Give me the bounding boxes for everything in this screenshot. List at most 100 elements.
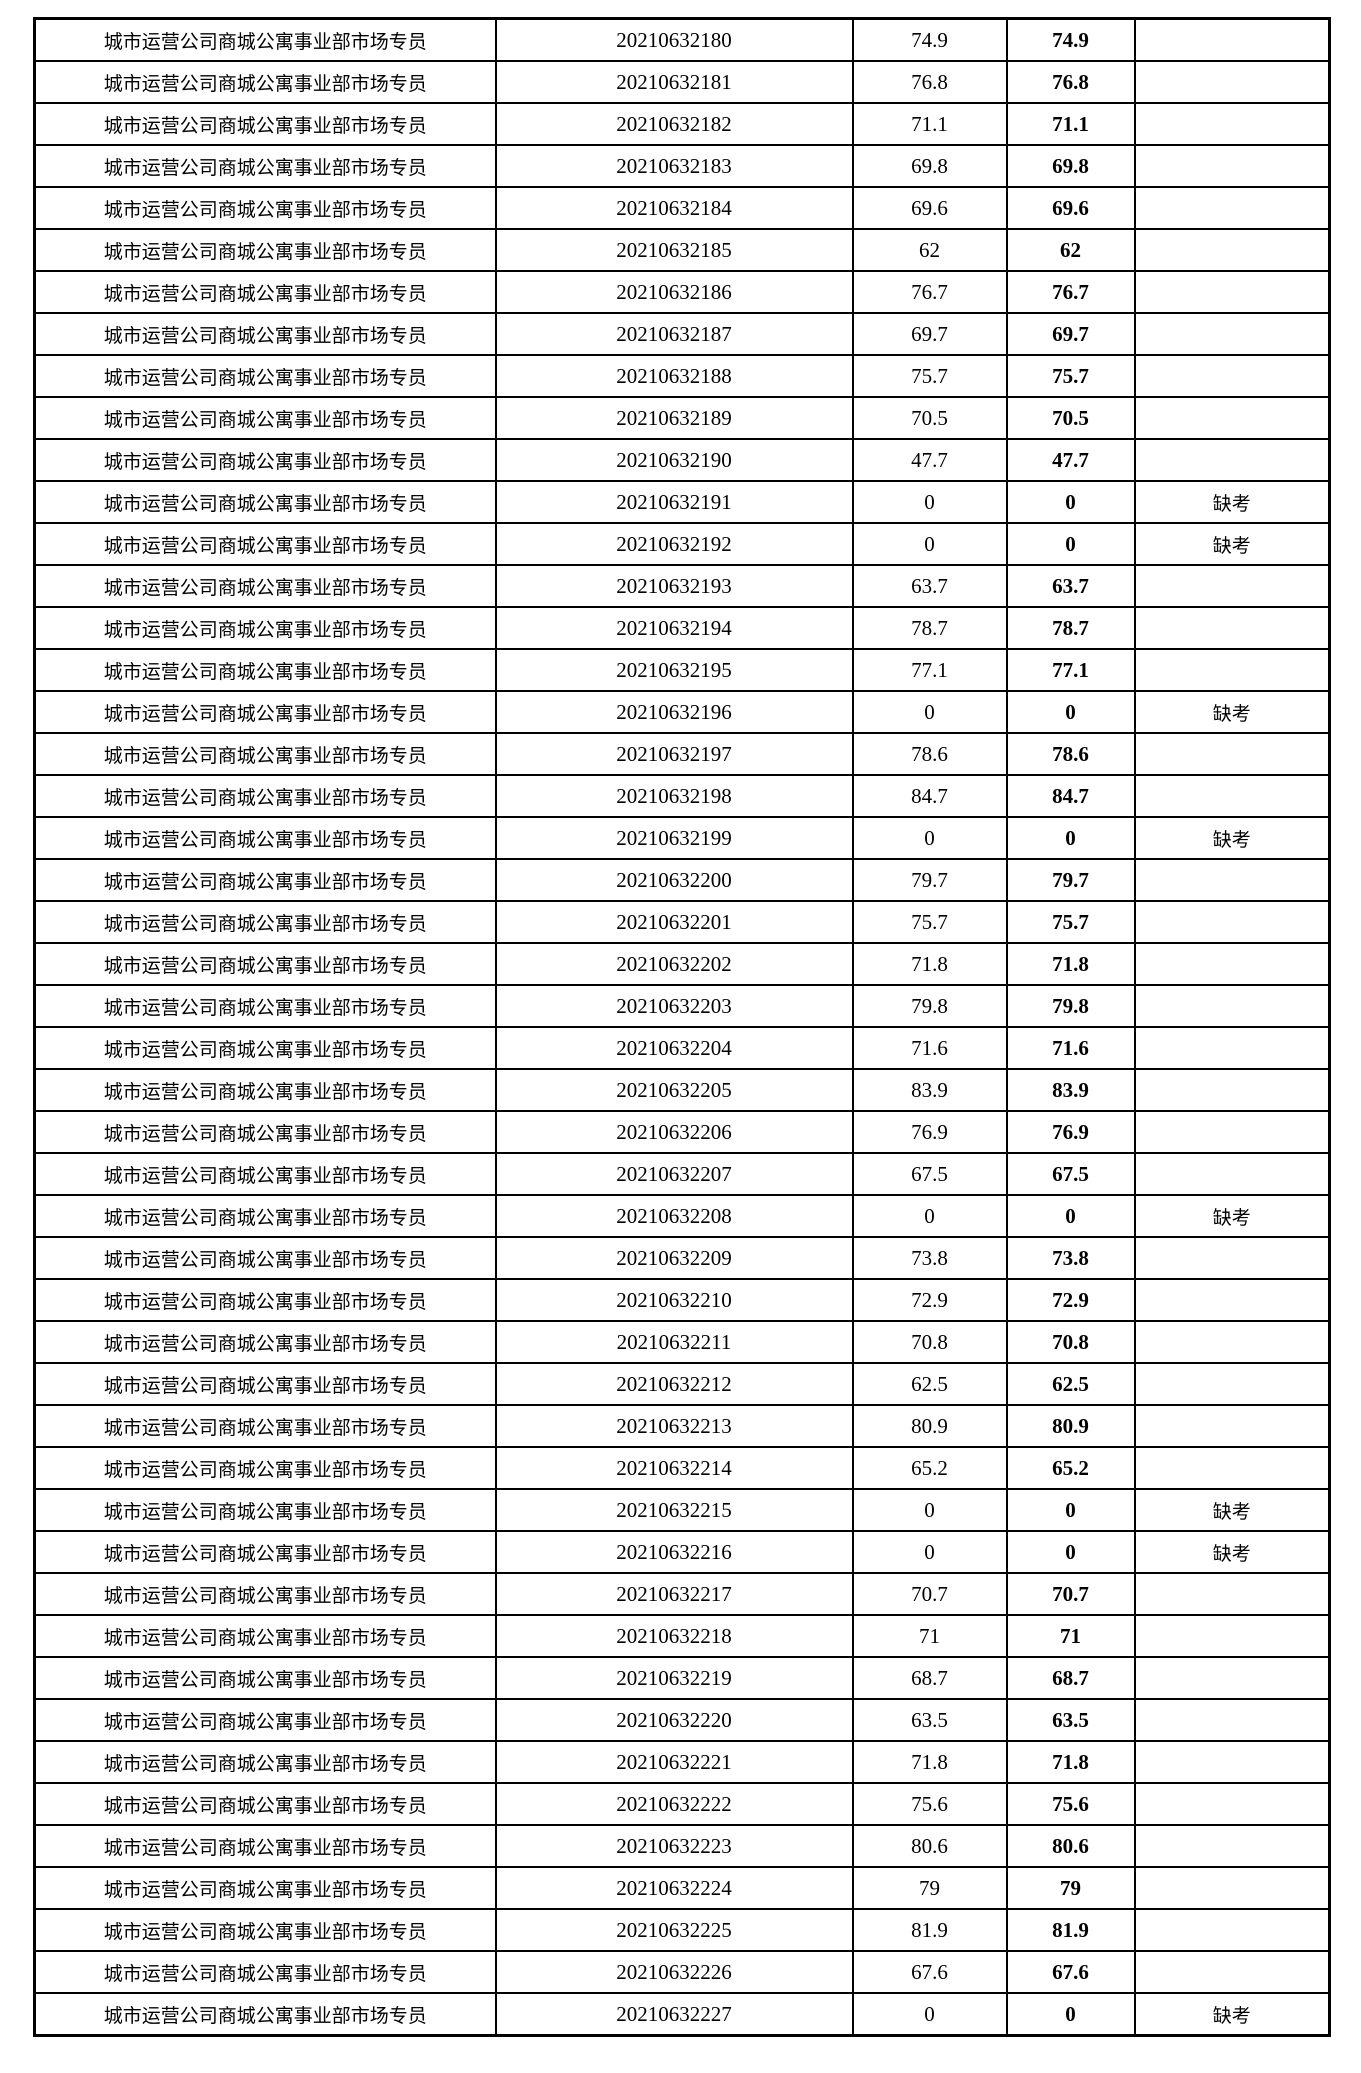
- remark-cell: 缺考: [1133, 690, 1331, 734]
- position-cell: 城市运营公司商城公寓事业部市场专员: [33, 564, 497, 608]
- candidate-id-cell: 20210632196: [494, 690, 854, 734]
- table-row: 城市运营公司商城公寓事业部市场专员 20210632180 74.9 74.9: [33, 17, 1331, 62]
- candidate-id-cell: 20210632208: [494, 1194, 854, 1238]
- position-cell: 城市运营公司商城公寓事业部市场专员: [33, 648, 497, 692]
- remark-cell: [1133, 1908, 1331, 1952]
- table-row: 城市运营公司商城公寓事业部市场专员 20210632190 47.7 47.7: [33, 438, 1331, 482]
- position-cell: 城市运营公司商城公寓事业部市场专员: [33, 102, 497, 146]
- table-row: 城市运营公司商城公寓事业部市场专员 20210632199 0 0 缺考: [33, 816, 1331, 860]
- position-cell: 城市运营公司商城公寓事业部市场专员: [33, 1068, 497, 1112]
- table-row: 城市运营公司商城公寓事业部市场专员 20210632198 84.7 84.7: [33, 774, 1331, 818]
- total-score-cell: 72.9: [1005, 1278, 1136, 1322]
- candidate-id-cell: 20210632209: [494, 1236, 854, 1280]
- total-score-cell: 71.6: [1005, 1026, 1136, 1070]
- score-cell: 72.9: [851, 1278, 1008, 1322]
- score-cell: 0: [851, 690, 1008, 734]
- table-row: 城市运营公司商城公寓事业部市场专员 20210632222 75.6 75.6: [33, 1782, 1331, 1826]
- total-score-cell: 76.9: [1005, 1110, 1136, 1154]
- candidate-id-cell: 20210632187: [494, 312, 854, 356]
- total-score-cell: 62: [1005, 228, 1136, 272]
- table-row: 城市运营公司商城公寓事业部市场专员 20210632215 0 0 缺考: [33, 1488, 1331, 1532]
- score-cell: 71.8: [851, 942, 1008, 986]
- total-score-cell: 67.5: [1005, 1152, 1136, 1196]
- candidate-id-cell: 20210632202: [494, 942, 854, 986]
- total-score-cell: 0: [1005, 1488, 1136, 1532]
- total-score-cell: 75.6: [1005, 1782, 1136, 1826]
- remark-cell: [1133, 942, 1331, 986]
- position-cell: 城市运营公司商城公寓事业部市场专员: [33, 1362, 497, 1406]
- remark-cell: [1133, 1026, 1331, 1070]
- remark-cell: 缺考: [1133, 1488, 1331, 1532]
- position-cell: 城市运营公司商城公寓事业部市场专员: [33, 1572, 497, 1616]
- position-cell: 城市运营公司商城公寓事业部市场专员: [33, 522, 497, 566]
- score-cell: 78.7: [851, 606, 1008, 650]
- remark-cell: [1133, 1614, 1331, 1658]
- remark-cell: [1133, 774, 1331, 818]
- remark-cell: [1133, 1866, 1331, 1910]
- total-score-cell: 76.8: [1005, 60, 1136, 104]
- candidate-id-cell: 20210632185: [494, 228, 854, 272]
- candidate-id-cell: 20210632206: [494, 1110, 854, 1154]
- candidate-id-cell: 20210632197: [494, 732, 854, 776]
- position-cell: 城市运营公司商城公寓事业部市场专员: [33, 1152, 497, 1196]
- remark-cell: [1133, 1740, 1331, 1784]
- position-cell: 城市运营公司商城公寓事业部市场专员: [33, 1446, 497, 1490]
- position-cell: 城市运营公司商城公寓事业部市场专员: [33, 270, 497, 314]
- candidate-id-cell: 20210632210: [494, 1278, 854, 1322]
- score-cell: 79.7: [851, 858, 1008, 902]
- score-cell: 78.6: [851, 732, 1008, 776]
- total-score-cell: 63.7: [1005, 564, 1136, 608]
- score-cell: 63.5: [851, 1698, 1008, 1742]
- position-cell: 城市运营公司商城公寓事业部市场专员: [33, 186, 497, 230]
- score-cell: 74.9: [851, 17, 1008, 62]
- candidate-id-cell: 20210632212: [494, 1362, 854, 1406]
- score-cell: 76.8: [851, 60, 1008, 104]
- position-cell: 城市运营公司商城公寓事业部市场专员: [33, 1614, 497, 1658]
- table-row: 城市运营公司商城公寓事业部市场专员 20210632188 75.7 75.7: [33, 354, 1331, 398]
- remark-cell: 缺考: [1133, 522, 1331, 566]
- table-row: 城市运营公司商城公寓事业部市场专员 20210632223 80.6 80.6: [33, 1824, 1331, 1868]
- remark-cell: [1133, 1404, 1331, 1448]
- remark-cell: 缺考: [1133, 1194, 1331, 1238]
- remark-cell: [1133, 228, 1331, 272]
- score-cell: 0: [851, 1194, 1008, 1238]
- candidate-id-cell: 20210632183: [494, 144, 854, 188]
- position-cell: 城市运营公司商城公寓事业部市场专员: [33, 312, 497, 356]
- candidate-id-cell: 20210632204: [494, 1026, 854, 1070]
- score-cell: 67.5: [851, 1152, 1008, 1196]
- candidate-id-cell: 20210632217: [494, 1572, 854, 1616]
- total-score-cell: 0: [1005, 522, 1136, 566]
- total-score-cell: 0: [1005, 816, 1136, 860]
- position-cell: 城市运营公司商城公寓事业部市场专员: [33, 1950, 497, 1994]
- position-cell: 城市运营公司商城公寓事业部市场专员: [33, 144, 497, 188]
- remark-cell: [1133, 1152, 1331, 1196]
- candidate-id-cell: 20210632192: [494, 522, 854, 566]
- total-score-cell: 65.2: [1005, 1446, 1136, 1490]
- table-row: 城市运营公司商城公寓事业部市场专员 20210632197 78.6 78.6: [33, 732, 1331, 776]
- position-cell: 城市运营公司商城公寓事业部市场专员: [33, 1740, 497, 1784]
- candidate-id-cell: 20210632205: [494, 1068, 854, 1112]
- remark-cell: [1133, 17, 1331, 62]
- total-score-cell: 79: [1005, 1866, 1136, 1910]
- total-score-cell: 69.6: [1005, 186, 1136, 230]
- total-score-cell: 77.1: [1005, 648, 1136, 692]
- position-cell: 城市运营公司商城公寓事业部市场专员: [33, 438, 497, 482]
- remark-cell: [1133, 144, 1331, 188]
- score-cell: 71.8: [851, 1740, 1008, 1784]
- total-score-cell: 71.1: [1005, 102, 1136, 146]
- table-row: 城市运营公司商城公寓事业部市场专员 20210632224 79 79: [33, 1866, 1331, 1910]
- table-row: 城市运营公司商城公寓事业部市场专员 20210632183 69.8 69.8: [33, 144, 1331, 188]
- position-cell: 城市运营公司商城公寓事业部市场专员: [33, 60, 497, 104]
- score-cell: 70.8: [851, 1320, 1008, 1364]
- candidate-id-cell: 20210632211: [494, 1320, 854, 1364]
- remark-cell: [1133, 1236, 1331, 1280]
- table-row: 城市运营公司商城公寓事业部市场专员 20210632221 71.8 71.8: [33, 1740, 1331, 1784]
- total-score-cell: 68.7: [1005, 1656, 1136, 1700]
- score-cell: 73.8: [851, 1236, 1008, 1280]
- score-cell: 75.6: [851, 1782, 1008, 1826]
- score-cell: 0: [851, 1488, 1008, 1532]
- candidate-id-cell: 20210632190: [494, 438, 854, 482]
- position-cell: 城市运营公司商城公寓事业部市场专员: [33, 1866, 497, 1910]
- position-cell: 城市运营公司商城公寓事业部市场专员: [33, 1278, 497, 1322]
